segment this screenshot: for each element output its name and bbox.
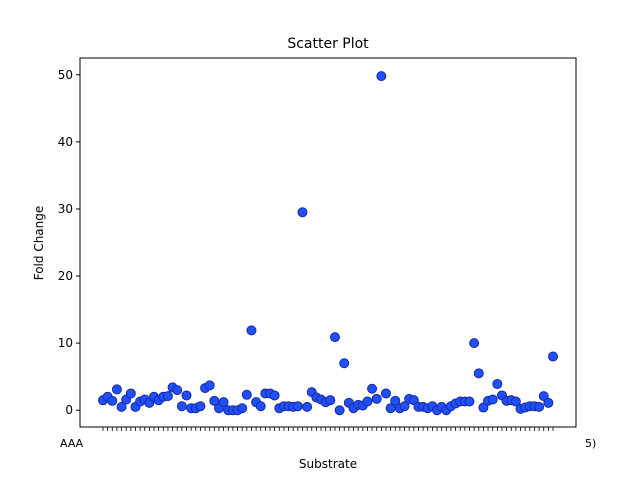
data-point xyxy=(473,368,484,379)
data-point xyxy=(534,401,545,412)
data-point xyxy=(380,388,391,399)
y-tick-label: 0 xyxy=(65,403,73,417)
data-point xyxy=(172,385,183,396)
data-point xyxy=(116,401,127,412)
data-point xyxy=(241,389,252,400)
data-point xyxy=(510,396,521,407)
data-point xyxy=(297,207,308,218)
chart-title: Scatter Plot xyxy=(287,36,369,52)
data-point xyxy=(464,396,475,407)
data-point xyxy=(478,402,489,413)
data-point xyxy=(325,395,336,406)
y-axis-label: Fold Change xyxy=(32,206,46,281)
data-point xyxy=(543,397,554,408)
data-point xyxy=(125,388,136,399)
data-point xyxy=(487,394,498,405)
data-point xyxy=(292,401,303,412)
data-points xyxy=(98,71,558,416)
y-tick-label: 40 xyxy=(58,135,73,149)
data-point xyxy=(218,397,229,408)
data-point xyxy=(492,379,503,390)
data-point xyxy=(339,358,350,369)
x-tick-label-left-fragment: AAA xyxy=(60,437,84,450)
data-point xyxy=(246,325,257,336)
data-point xyxy=(181,390,192,401)
data-point xyxy=(195,401,206,412)
data-point xyxy=(371,393,382,404)
data-point xyxy=(176,401,187,412)
y-tick-label: 50 xyxy=(58,68,73,82)
x-axis xyxy=(102,427,554,431)
data-point xyxy=(329,332,340,343)
data-point xyxy=(548,351,558,362)
data-point xyxy=(538,391,549,402)
data-point xyxy=(162,391,173,402)
data-point xyxy=(107,395,118,406)
plot-frame xyxy=(79,57,577,428)
y-axis: 0 10 20 30 40 50 xyxy=(58,68,80,417)
data-point xyxy=(111,384,122,395)
data-point xyxy=(390,395,401,406)
data-point xyxy=(269,390,280,401)
x-tick-label-right-fragment: 5) xyxy=(585,437,596,450)
data-point xyxy=(408,395,419,406)
data-point xyxy=(376,71,387,82)
x-axis-label: Substrate xyxy=(299,457,357,471)
y-tick-label: 30 xyxy=(58,202,73,216)
y-tick-label: 20 xyxy=(58,269,73,283)
data-point xyxy=(255,401,266,412)
data-point xyxy=(237,403,248,414)
data-point xyxy=(367,383,378,394)
data-point xyxy=(302,401,313,412)
y-tick-label: 10 xyxy=(58,336,73,350)
data-point xyxy=(399,401,410,412)
data-point xyxy=(362,396,373,407)
data-point xyxy=(469,338,480,349)
data-point xyxy=(204,380,215,391)
data-point xyxy=(334,405,345,416)
